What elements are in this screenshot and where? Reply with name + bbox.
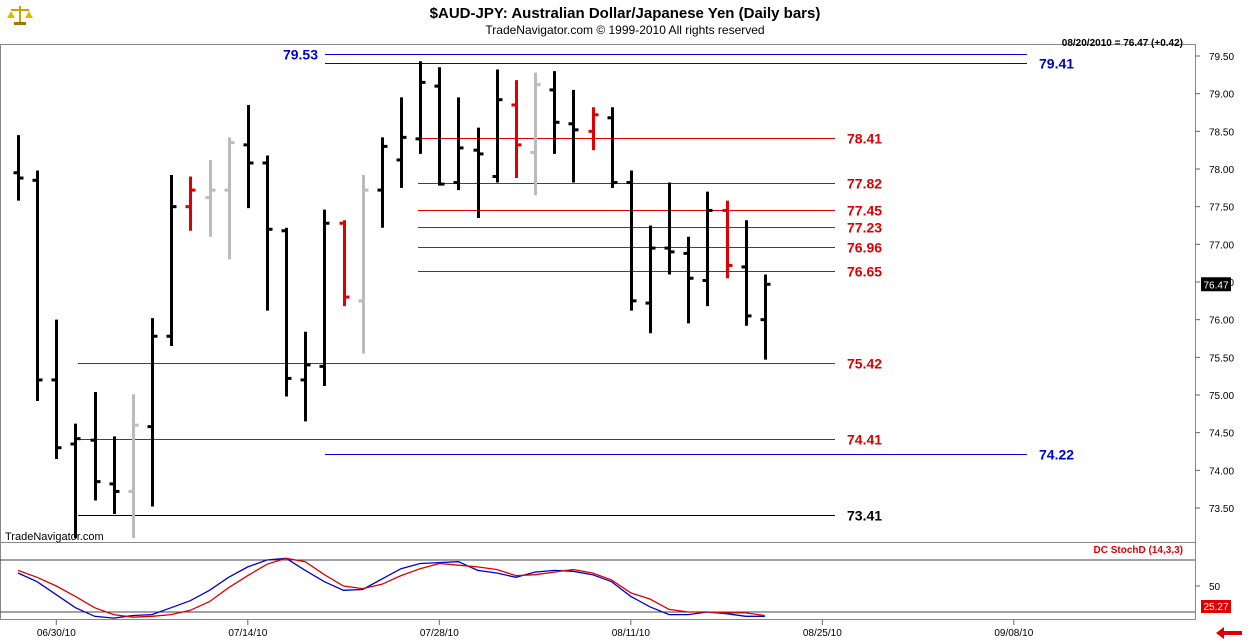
x-axis: 06/30/10 07/14/10 07/28/10 08/11/10 08/25/10… <box>37 620 1034 639</box>
stoch-series-line <box>17 557 765 619</box>
ohlc-bar <box>109 436 120 515</box>
left-arrow-icon <box>1216 627 1242 639</box>
chart-subtitle: TradeNavigator.com © 1999-2010 All right… <box>485 23 764 37</box>
stoch-y-tick-label: 50 <box>1209 582 1221 593</box>
level-label: 77.45 <box>847 203 882 219</box>
ohlc-bar <box>760 274 771 360</box>
ohlc-bar <box>377 137 388 228</box>
ohlc-bar <box>568 89 579 183</box>
ohlc-bar <box>358 175 369 354</box>
ohlc-bar <box>185 176 196 231</box>
x-tick-label: 07/28/10 <box>420 628 459 639</box>
y-tick-label: 73.50 <box>1209 504 1234 515</box>
ohlc-bar <box>243 104 254 209</box>
level-label: 75.42 <box>847 356 882 372</box>
ohlc-bar <box>511 80 522 179</box>
ohlc-bar <box>741 220 752 326</box>
stoch-layer: 50 <box>17 557 1221 619</box>
ohlc-bar <box>626 170 637 311</box>
level-label: 76.65 <box>847 264 882 280</box>
ohlc-bar <box>683 236 694 324</box>
stoch-title: DC StochD (14,3,3) <box>1094 545 1183 556</box>
x-tick-label: 08/11/10 <box>612 628 651 639</box>
ohlc-bar <box>32 170 43 402</box>
scroll-left-button[interactable] <box>1212 626 1246 641</box>
price-panel-frame <box>0 44 1196 543</box>
ohlc-bar <box>702 191 713 307</box>
x-tick-label: 07/14/10 <box>228 628 267 639</box>
ohlc-bar <box>645 225 656 334</box>
last-price-label: 76.47 <box>1203 280 1228 291</box>
chart-title: $AUD-JPY: Australian Dollar/Japanese Yen… <box>430 5 821 22</box>
ohlc-bar <box>530 72 541 196</box>
watermark-label: TradeNavigator.com <box>5 531 104 543</box>
ohlc-bar <box>607 107 618 188</box>
level-label: 76.96 <box>847 240 882 256</box>
last-quote-label: 08/20/2010 = 76.47 (+0.42) <box>1062 38 1183 49</box>
ohlc-bar <box>339 220 350 307</box>
level-label: 79.53 <box>283 47 318 63</box>
ohlc-bar <box>453 97 464 191</box>
y-tick-label: 74.00 <box>1209 466 1234 477</box>
stoch-series-line <box>17 557 765 618</box>
ohlc-bar <box>128 394 139 539</box>
level-label: 77.82 <box>847 176 882 192</box>
ohlc-bar <box>147 318 158 507</box>
y-tick-label: 74.50 <box>1209 429 1234 440</box>
ohlc-bar <box>492 69 503 183</box>
level-label: 77.23 <box>847 220 882 236</box>
y-tick-label: 79.00 <box>1209 90 1234 101</box>
y-tick-label: 76.00 <box>1209 316 1234 327</box>
bars-layer <box>13 61 771 539</box>
ohlc-bar <box>13 135 24 201</box>
x-tick-label: 09/08/10 <box>994 628 1033 639</box>
x-tick-label: 06/30/10 <box>37 628 76 639</box>
stoch-last-tag: 25.27 <box>1201 600 1231 613</box>
last-price-tag: 76.47 <box>1201 277 1231 292</box>
ohlc-bar <box>224 137 235 260</box>
stoch-last-label: 25.27 <box>1203 602 1228 613</box>
scales-of-justice-icon <box>7 6 33 25</box>
ohlc-bar <box>51 319 62 460</box>
ohlc-bar <box>166 175 177 347</box>
level-label: 74.22 <box>1039 447 1074 463</box>
ohlc-bar <box>319 209 330 386</box>
y-tick-label: 75.50 <box>1209 353 1234 364</box>
ohlc-bar <box>281 227 292 397</box>
ohlc-bar <box>664 182 675 275</box>
y-tick-label: 78.00 <box>1209 165 1234 176</box>
y-tick-label: 79.50 <box>1209 52 1234 63</box>
ohlc-bar <box>722 200 733 279</box>
ohlc-bar <box>588 107 599 151</box>
level-label: 74.41 <box>847 432 882 448</box>
logo <box>7 6 33 25</box>
ohlc-bar <box>434 67 445 186</box>
level-label: 78.41 <box>847 131 882 147</box>
x-tick-label: 08/25/10 <box>803 628 842 639</box>
ohlc-bar <box>473 127 484 218</box>
ohlc-bar <box>396 97 407 188</box>
y-tick-label: 75.00 <box>1209 391 1234 402</box>
stoch-panel-frame <box>0 542 1196 620</box>
ohlc-bar <box>262 155 273 311</box>
y-tick-label: 77.00 <box>1209 240 1234 251</box>
ohlc-bar <box>205 159 216 237</box>
ohlc-bar <box>415 61 426 154</box>
ohlc-bar <box>300 331 311 422</box>
level-label: 79.41 <box>1039 56 1074 72</box>
y-tick-label: 77.50 <box>1209 203 1234 214</box>
ohlc-bar <box>90 391 101 501</box>
ohlc-bar <box>549 71 560 154</box>
level-label: 73.41 <box>847 508 882 524</box>
y-tick-label: 78.50 <box>1209 127 1234 138</box>
ohlc-bar <box>70 423 81 539</box>
